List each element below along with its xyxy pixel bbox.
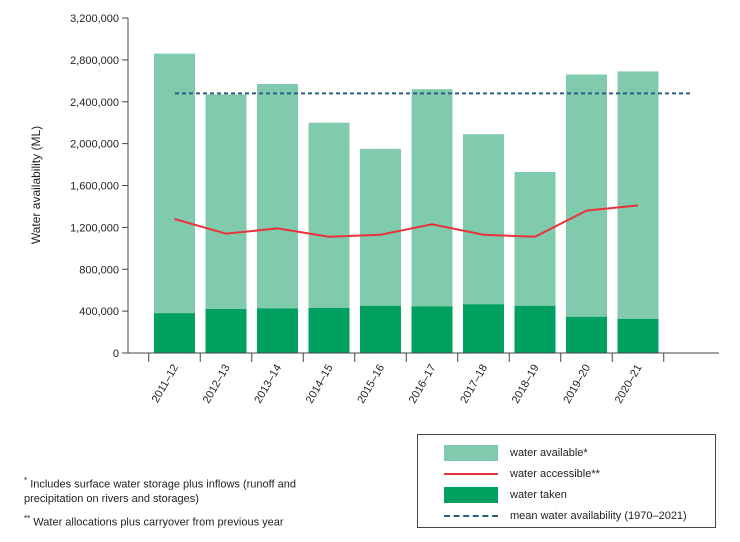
bar-water-taken-2012–13 (205, 309, 247, 353)
x-tick-label: 2019–20 (561, 363, 593, 406)
footnote-allocations: ** Water allocations plus carryover from… (24, 512, 344, 530)
bar-water-taken-2018–19 (514, 305, 556, 353)
water-availability-chart: 0 400,000 800,000 1,200,000 1,600,000 2,000,0… (29, 13, 719, 406)
footnote-mark-2: ** (24, 514, 31, 523)
bar-water-taken-2015–16 (360, 305, 401, 353)
x-tick-label: 2012–13 (201, 363, 233, 406)
water-accessible-line (174, 204, 639, 238)
bar-water-taken-2014–15 (308, 307, 350, 353)
x-tick-label: 2013–14 (252, 363, 284, 406)
bar-water-taken-2013–14 (257, 308, 298, 353)
x-tick-label: 2017–18 (458, 363, 490, 406)
y-tick-label: 1,600,000 (70, 181, 119, 193)
legend-label-water-taken: water taken (510, 489, 567, 501)
bar-water-available-2020–21 (617, 71, 659, 353)
water-available-bars (154, 53, 659, 353)
y-tick-label: 2,400,000 (70, 97, 119, 109)
legend-label-water-accessible: water accessible** (510, 468, 600, 480)
y-tick-label: 0 (113, 348, 119, 360)
x-tick-label: 2020–21 (613, 363, 645, 406)
y-tick-label: 2,800,000 (70, 55, 119, 67)
y-axis-ticks: 0 400,000 800,000 1,200,000 1,600,000 2,000,0… (70, 13, 128, 360)
bar-water-available-2019–20 (566, 74, 607, 353)
y-tick-label: 2,000,000 (70, 139, 119, 151)
bar-water-taken-2020–21 (617, 318, 659, 353)
x-tick-label: 2016–17 (407, 363, 439, 406)
legend-swatch-water-accessible (444, 473, 498, 475)
x-tick-label: 2014–15 (304, 363, 336, 406)
footnote-mark-1: * (24, 476, 28, 485)
legend-swatch-water-available (444, 445, 498, 461)
x-tick-label: 2011–12 (150, 363, 181, 405)
bar-water-taken-2017–18 (463, 304, 504, 353)
x-tick-label: 2015–16 (355, 363, 387, 406)
y-tick-label: 400,000 (79, 306, 119, 318)
legend-label-mean-availability: mean water availability (1970–2021) (510, 510, 687, 522)
y-axis-label: Water availability (ML) (29, 126, 43, 244)
y-tick-label: 3,200,000 (70, 13, 119, 25)
footnote-surface-water: * Includes surface water storage plus in… (24, 474, 314, 506)
legend-label-water-available: water available* (510, 447, 588, 459)
water-taken-bars (154, 304, 659, 353)
x-tick-label: 2018–19 (510, 363, 542, 406)
x-axis-ticks: 2011–12 2012–13 2013–14 2014–15 2015–16 2016–… (148, 353, 665, 406)
bar-water-available-2011–12 (154, 53, 195, 353)
bar-water-taken-2011–12 (154, 313, 195, 353)
y-tick-label: 800,000 (79, 264, 119, 276)
bar-water-taken-2019–20 (566, 316, 607, 353)
footnote-text-1: Includes surface water storage plus infl… (24, 478, 296, 505)
legend-swatch-mean-availability (444, 515, 498, 517)
chart-legend: water available* water accessible** wate… (417, 434, 716, 528)
y-tick-label: 1,200,000 (70, 222, 119, 234)
bar-water-available-2013–14 (257, 83, 298, 353)
legend-swatch-water-taken (444, 487, 498, 503)
bar-water-taken-2016–17 (411, 306, 453, 353)
footnote-text-2: Water allocations plus carryover from pr… (33, 516, 284, 529)
